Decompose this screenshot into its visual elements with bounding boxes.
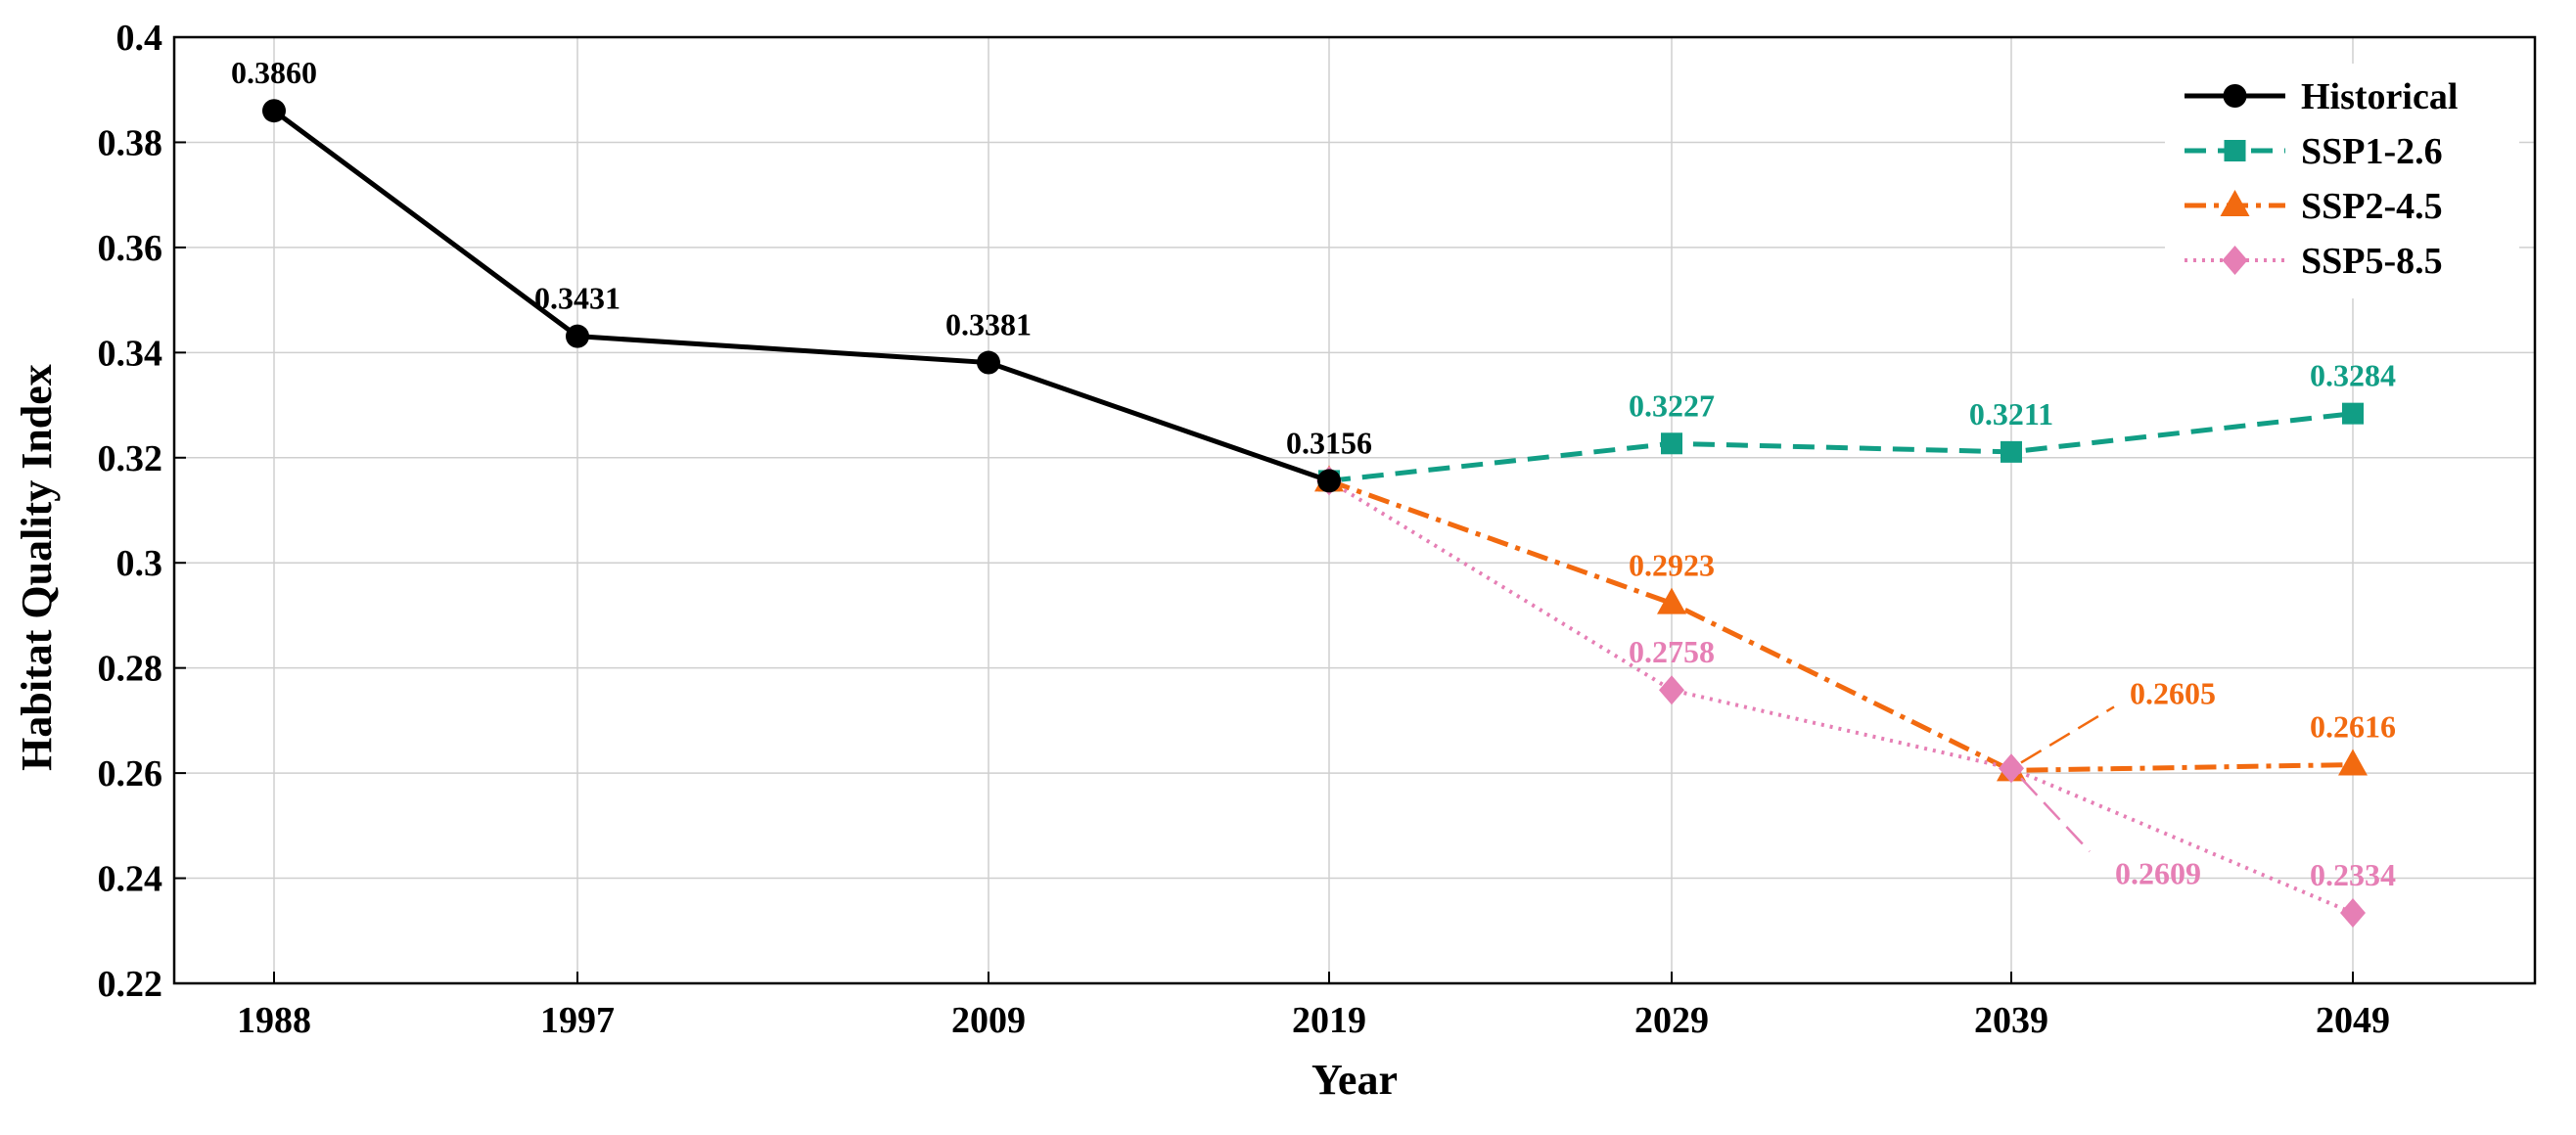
x-tick-label: 2039 xyxy=(1974,1000,2048,1041)
legend-marker-ssp5-8-5 xyxy=(2222,246,2248,275)
legend-label-ssp2-4-5: SSP2-4.5 xyxy=(2301,186,2443,227)
series-historical xyxy=(262,99,1341,493)
legend-marker-historical xyxy=(2223,84,2247,108)
data-point-historical xyxy=(1317,469,1341,493)
data-label-historical: 0.3156 xyxy=(1286,425,1372,460)
leader-line-ssp5-8-5 xyxy=(2020,777,2091,853)
data-label-historical: 0.3381 xyxy=(945,307,1032,342)
y-axis-title: Habitat Quality Index xyxy=(13,364,61,771)
data-label-ssp1-2-6: 0.3284 xyxy=(2310,358,2396,393)
series-line-ssp2-4-5 xyxy=(1328,478,2354,773)
data-point-ssp5-8-5 xyxy=(1659,675,1684,705)
series-line-ssp5-8-5 xyxy=(1327,478,2354,915)
x-tick-label: 2029 xyxy=(1634,1000,1709,1041)
data-point-ssp2-4-5 xyxy=(2338,749,2368,776)
data-label-ssp5-8-5: 0.2334 xyxy=(2310,857,2396,892)
data-label-historical: 0.3431 xyxy=(534,281,621,316)
legend-label-ssp5-8-5: SSP5-8.5 xyxy=(2301,241,2443,282)
data-label-ssp2-4-5: 0.2923 xyxy=(1629,548,1715,583)
data-label-ssp5-8-5: 0.2758 xyxy=(1629,634,1715,669)
series-line-ssp1-2-6 xyxy=(1328,411,2354,483)
data-label-ssp2-4-5: 0.2605 xyxy=(2130,675,2216,710)
x-tick-label: 1997 xyxy=(540,1000,615,1041)
y-tick-label: 0.32 xyxy=(98,438,163,479)
y-tick-label: 0.28 xyxy=(98,649,163,690)
y-axis-ticks: 0.22 0.24 0.26 0.28 0.3 0.32 0.34 0.36 0.38 0.4 xyxy=(98,18,186,1005)
data-label-ssp1-2-6: 0.3211 xyxy=(1969,396,2053,431)
x-tick-label: 1988 xyxy=(237,1000,311,1041)
legend: Historical SSP1-2.6 SSP2-4.5 SSP5-8.5 xyxy=(2165,64,2519,298)
legend-marker-ssp2-4-5 xyxy=(2220,190,2250,216)
plot-frame xyxy=(172,35,2537,985)
y-tick-label: 0.34 xyxy=(98,333,163,374)
grid-lines xyxy=(174,36,2535,984)
data-point-ssp5-8-5 xyxy=(2340,898,2366,929)
data-label-ssp1-2-6: 0.3227 xyxy=(1629,387,1715,423)
data-labels: 0.3227 0.3211 0.3284 0.2923 0.2605 0.2616 0.27… xyxy=(231,55,2396,892)
y-tick-label: 0.38 xyxy=(98,122,163,163)
data-label-ssp5-8-5: 0.2609 xyxy=(2115,855,2201,890)
data-point-ssp1-2-6 xyxy=(2342,402,2364,425)
y-tick-label: 0.24 xyxy=(98,859,163,900)
data-point-ssp2-4-5 xyxy=(1657,587,1686,614)
data-point-historical xyxy=(977,350,1000,375)
x-tick-label: 2049 xyxy=(2316,1000,2390,1041)
data-point-ssp1-2-6 xyxy=(1661,432,1682,455)
series-line-historical xyxy=(272,109,1330,483)
legend-label-ssp1-2-6: SSP1-2.6 xyxy=(2301,131,2443,172)
x-axis-ticks: 1988 1997 2009 2019 2029 2039 2049 xyxy=(237,972,2390,1041)
data-label-historical: 0.3860 xyxy=(231,55,317,90)
leader-line-ssp2-4-5 xyxy=(2020,705,2115,764)
y-tick-label: 0.26 xyxy=(98,753,163,794)
series-ssp1-2-6 xyxy=(1318,402,2364,492)
legend-marker-ssp1-2-6 xyxy=(2224,140,2246,161)
data-point-historical xyxy=(566,324,589,348)
x-tick-label: 2019 xyxy=(1292,1000,1366,1041)
series-ssp2-4-5 xyxy=(1314,465,2368,782)
x-tick-label: 2009 xyxy=(951,1000,1026,1041)
y-tick-label: 0.3 xyxy=(116,543,163,584)
x-axis-title: Year xyxy=(1311,1056,1398,1104)
data-label-ssp2-4-5: 0.2616 xyxy=(2310,709,2396,745)
y-tick-label: 0.4 xyxy=(116,18,163,59)
data-point-ssp1-2-6 xyxy=(2001,440,2022,463)
series-lines xyxy=(262,99,2368,929)
y-tick-label: 0.36 xyxy=(98,228,163,269)
data-point-ssp5-8-5 xyxy=(1999,753,2024,784)
legend-label-historical: Historical xyxy=(2301,76,2458,117)
y-tick-label: 0.22 xyxy=(98,964,163,1005)
data-point-historical xyxy=(262,99,286,123)
